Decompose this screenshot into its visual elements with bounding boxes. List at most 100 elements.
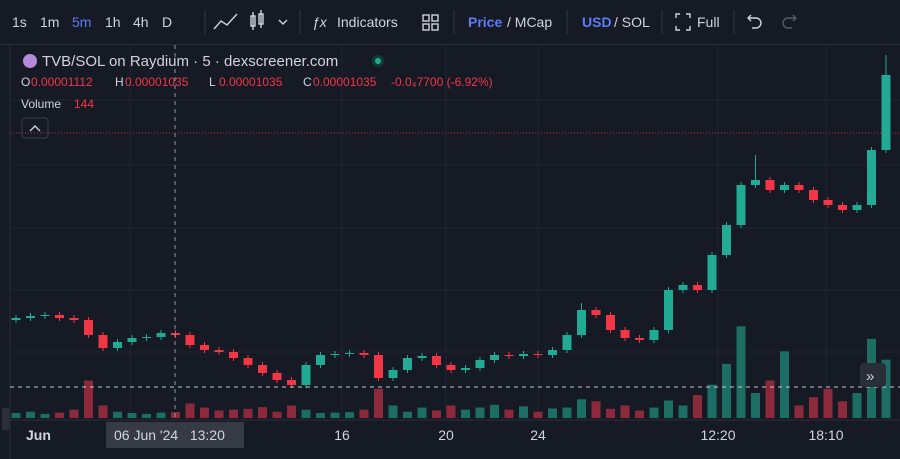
candle-body <box>664 290 673 330</box>
volume-bar <box>722 363 731 418</box>
candle-body <box>577 310 586 335</box>
ohlc-key: O <box>21 75 30 89</box>
volume-bar <box>113 411 122 418</box>
interval[interactable]: 1h <box>105 14 121 30</box>
volume-bar <box>678 405 688 418</box>
x-tick-label: 16 <box>334 427 350 443</box>
volume-bar <box>838 401 847 418</box>
candle-body <box>200 345 209 350</box>
candle-body <box>635 338 644 340</box>
volume-bar <box>316 413 325 418</box>
volume-bar <box>142 413 151 418</box>
price-toggle[interactable]: Price <box>468 14 503 30</box>
candle-body <box>84 320 93 335</box>
volume-bar <box>388 405 398 418</box>
x-tick-label: 18:10 <box>808 427 843 443</box>
candle-body <box>156 333 166 337</box>
interval[interactable]: 1s <box>12 14 27 30</box>
candle-body <box>606 315 615 330</box>
candle-body <box>287 380 296 385</box>
volume-bar <box>287 405 296 418</box>
volume-bar <box>649 407 659 418</box>
interval[interactable]: 1m <box>40 14 60 30</box>
ohlc-value: 0.00001035 <box>219 75 283 89</box>
usd-toggle[interactable]: USD <box>582 14 612 30</box>
volume-bar <box>736 326 746 418</box>
full-button[interactable]: Full <box>697 14 720 30</box>
fx-icon[interactable]: ƒx <box>312 14 327 30</box>
volume-bar <box>243 408 253 418</box>
crosshair-label: 06 Jun '24 13:20 <box>114 427 225 443</box>
volume-bar <box>84 380 93 418</box>
volume-bar <box>98 405 108 418</box>
volume-bar <box>794 405 804 418</box>
candle-body <box>591 310 601 315</box>
side-handle[interactable] <box>2 408 10 430</box>
ohlc-key: H <box>115 75 124 89</box>
volume-bar <box>461 409 470 418</box>
ohlc-value: 0.00001035 <box>313 75 377 89</box>
candle-body <box>533 354 543 355</box>
volume-bar <box>823 388 833 418</box>
change: -0.0₄7700 (-6.92%) <box>391 75 493 89</box>
candle-body <box>678 285 688 290</box>
volume-bar <box>664 400 673 418</box>
ohlc-value: 0.00001035 <box>125 75 189 89</box>
collapse-icon[interactable] <box>29 125 41 132</box>
indicators-button[interactable]: Indicators <box>337 14 398 30</box>
volume-bar <box>548 408 557 418</box>
scroll-right-icon[interactable]: » <box>866 368 874 385</box>
volume-bar <box>562 407 572 418</box>
volume-bar <box>620 405 630 418</box>
toolbar-icons <box>204 10 797 34</box>
candle-body <box>649 330 659 340</box>
sol-toggle[interactable]: / SOL <box>614 14 650 30</box>
volume-bar <box>330 412 340 418</box>
candle-body <box>113 342 122 348</box>
candle-body <box>417 356 427 358</box>
candle-body <box>432 356 441 365</box>
ohlc-key: L <box>209 75 216 89</box>
candle-body <box>26 316 35 318</box>
volume-bar <box>577 399 586 418</box>
volume-bar <box>591 401 601 418</box>
volume-bar <box>26 411 35 418</box>
volume-bar <box>490 404 499 418</box>
volume-bar <box>606 408 615 418</box>
mcap-toggle[interactable]: / MCap <box>507 14 553 30</box>
candle-body <box>707 255 717 290</box>
volume-value: 144 <box>74 97 94 111</box>
interval[interactable]: D <box>162 14 173 30</box>
volume-bar <box>446 405 456 418</box>
interval[interactable]: 4h <box>133 14 149 30</box>
candle-body <box>751 180 760 185</box>
candle-body <box>214 350 224 352</box>
scroll-right-button[interactable] <box>860 363 886 387</box>
volume-bar <box>519 406 528 418</box>
candle-body <box>693 285 702 290</box>
volume-bar <box>40 413 50 418</box>
volume-bar <box>707 384 717 418</box>
volume-bar <box>852 393 862 418</box>
candle-body <box>504 355 514 356</box>
candle-body <box>301 365 311 385</box>
ohlc-value: 0.00001112 <box>31 75 93 89</box>
volume-bar <box>533 411 543 418</box>
candle-body <box>127 338 137 342</box>
x-tick-label: 12:20 <box>700 427 735 443</box>
volume-bar <box>751 393 760 418</box>
chart: 06 Jun '24 13:20 » TVB/SOL on Raydium · … <box>2 45 900 459</box>
candle-body <box>403 358 412 370</box>
volume-bar <box>69 409 79 418</box>
volume-bar <box>258 407 267 418</box>
collapse-button[interactable] <box>21 117 49 139</box>
candle-body <box>185 335 195 345</box>
interval[interactable]: 5m <box>72 14 92 30</box>
candle-body <box>823 200 833 205</box>
volume-bar <box>475 407 485 418</box>
candle-body <box>809 190 818 200</box>
volume-bar <box>504 409 514 418</box>
candle-body <box>562 335 572 350</box>
candle-body <box>780 185 789 190</box>
